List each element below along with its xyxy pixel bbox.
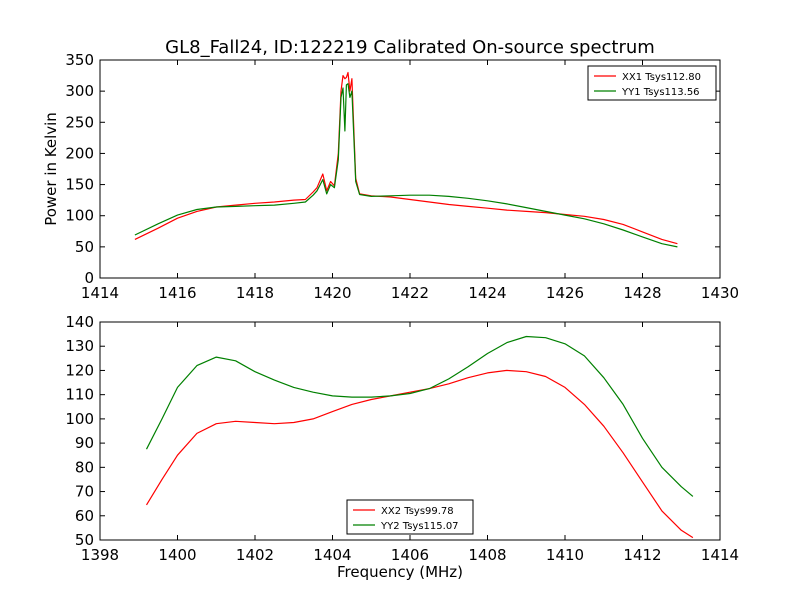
series-line-xx1 [134, 71, 678, 245]
y-tick-label: 0 [84, 269, 94, 287]
x-tick-label: 1410 [546, 546, 584, 564]
x-tick-label: 1414 [81, 284, 119, 302]
y-tick-label: 250 [65, 113, 94, 131]
x-tick-label: 1430 [701, 284, 739, 302]
x-tick-label: 1398 [81, 546, 119, 564]
x-tick-label: 1416 [158, 284, 196, 302]
y-tick-label: 300 [65, 82, 94, 100]
x-tick-label: 1428 [623, 284, 661, 302]
y-tick-label: 120 [65, 361, 94, 379]
legend-box [346, 499, 474, 535]
series-line-yy1 [134, 83, 678, 248]
x-axis-label: Frequency (MHz) [337, 563, 463, 581]
y-tick-label: 350 [65, 51, 94, 69]
y-tick-label: 90 [75, 434, 94, 452]
y-tick-label: 140 [65, 313, 94, 331]
series-line-yy2 [145, 335, 694, 497]
legend-entry: YY1 Tsys113.56 [621, 87, 700, 98]
x-tick-label: 1400 [158, 546, 196, 564]
chart-title: GL8_Fall24, ID:122219 Calibrated On-sour… [165, 37, 655, 58]
x-tick-label: 1420 [313, 284, 351, 302]
y-tick-label: 100 [65, 207, 94, 225]
legend-entry: XX2 Tsys99.78 [381, 506, 454, 517]
x-tick-label: 1424 [468, 284, 506, 302]
x-tick-label: 1402 [236, 546, 274, 564]
series-line-xx2 [145, 369, 694, 539]
y-tick-label: 50 [75, 531, 94, 549]
top-plot: 1414 1416 1418 1420 1422 1424 1426 1428 1430 0 50 1… [42, 51, 739, 302]
x-tick-label: 1418 [236, 284, 274, 302]
y-tick-label: 130 [65, 337, 94, 355]
y-tick-label: 200 [65, 144, 94, 162]
x-tick-label: 1422 [391, 284, 429, 302]
y-tick-label: 50 [75, 238, 94, 256]
legend-box [587, 65, 717, 101]
y-tick-label: 80 [75, 458, 94, 476]
legend-entry: YY2 Tsys115.07 [380, 521, 459, 532]
legend-entry: XX1 Tsys112.80 [622, 72, 701, 83]
x-tick-label: 1426 [546, 284, 584, 302]
x-tick-label: 1412 [623, 546, 661, 564]
x-tick-label: 1406 [391, 546, 429, 564]
y-tick-label: 100 [65, 410, 94, 428]
y-tick-label: 110 [65, 386, 94, 404]
y-tick-label: 150 [65, 176, 94, 194]
y-tick-label: 70 [75, 483, 94, 501]
y-axis-label: Power in Kelvin [42, 112, 60, 226]
x-tick-label: 1404 [313, 546, 351, 564]
x-tick-label: 1414 [701, 546, 739, 564]
bottom-plot: 1398 1400 1402 1404 1406 1408 1410 1412 1414 50 60… [65, 313, 739, 581]
y-tick-label: 60 [75, 507, 94, 525]
x-tick-label: 1408 [468, 546, 506, 564]
